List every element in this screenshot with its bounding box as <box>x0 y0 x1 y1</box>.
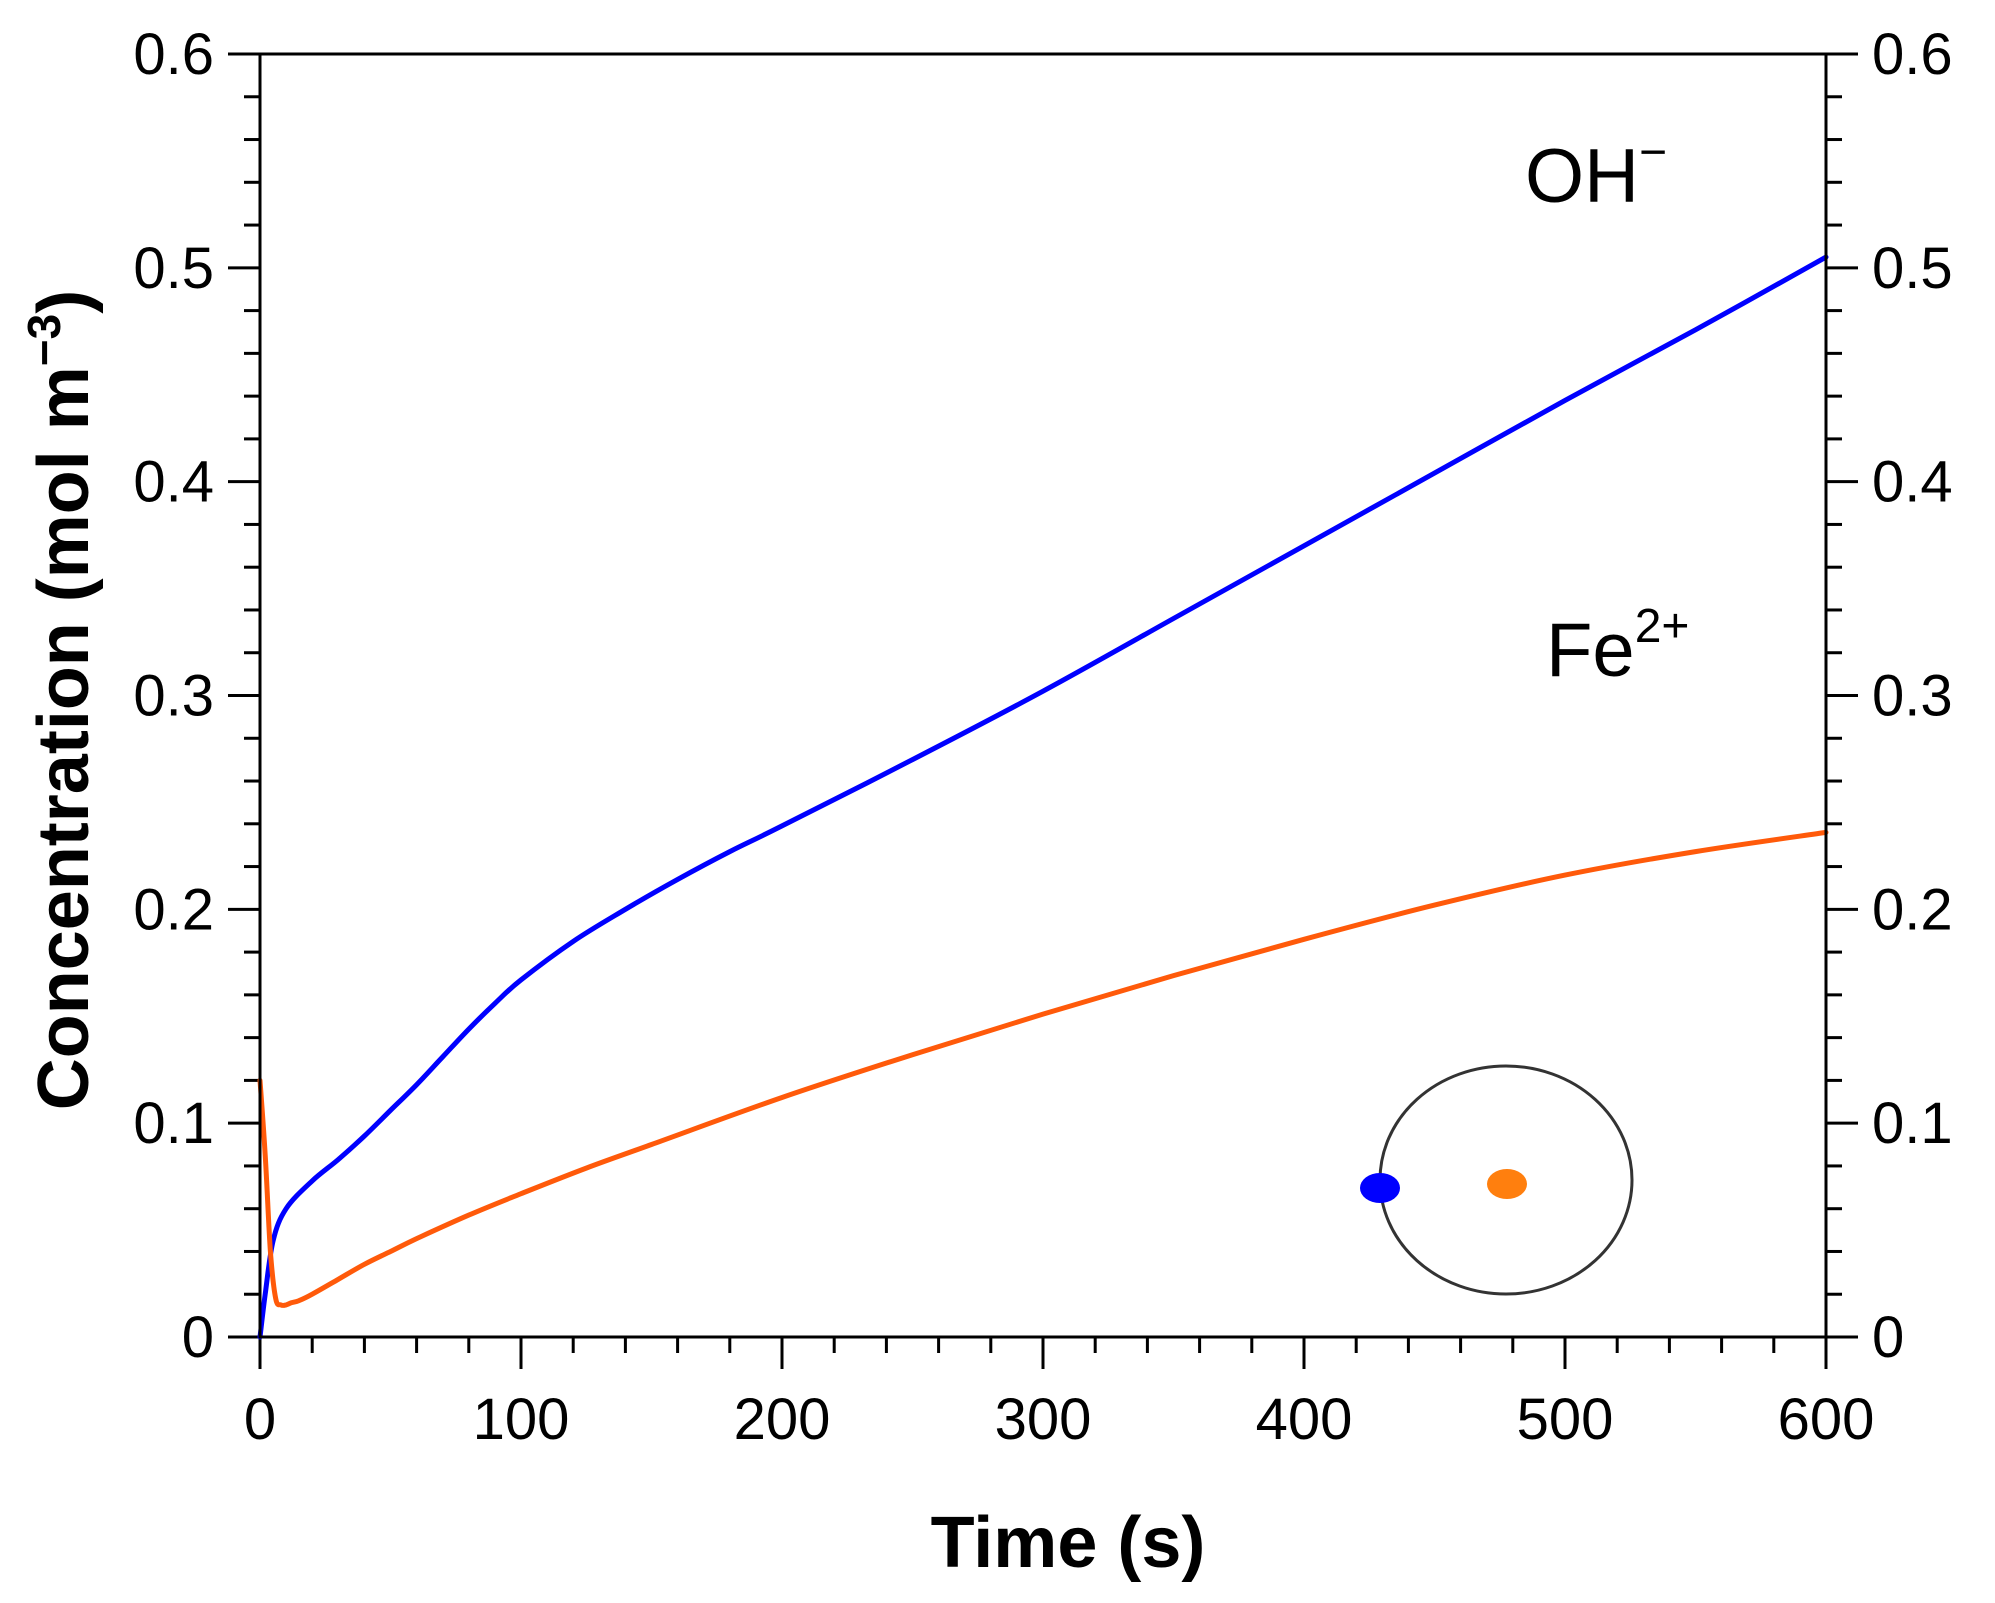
x-tick-label: 300 <box>995 1387 1092 1452</box>
y-tick-label-left: 0.3 <box>133 664 214 729</box>
y-axis-title: Concentration (mol m−3) <box>18 290 104 1110</box>
series-label-fe-base: Fe <box>1546 608 1635 693</box>
x-tick-label: 0 <box>244 1387 276 1452</box>
inset-diagram <box>1360 1064 1634 1296</box>
x-tick-label: 200 <box>734 1387 831 1452</box>
series-line-oh <box>257 254 1829 1340</box>
y-axis-title-exp: −3 <box>18 314 70 366</box>
y-tick-label-right: 0 <box>1872 1305 1904 1370</box>
series-lines <box>257 254 1829 1340</box>
x-tick-label: 600 <box>1778 1387 1875 1452</box>
y-tick-label-right: 0.5 <box>1872 236 1953 301</box>
inset-point-edge <box>1360 1173 1400 1203</box>
series-label-oh-base: OH <box>1525 134 1639 219</box>
series-label-oh-sup: − <box>1639 126 1667 179</box>
y-tick-label-left: 0 <box>182 1305 214 1370</box>
x-tick-label: 500 <box>1517 1387 1614 1452</box>
y-tick-label-left: 0.6 <box>133 22 214 87</box>
series-label-fe: Fe2+ <box>1546 600 1689 693</box>
y-tick-label-right: 0.4 <box>1872 450 1953 515</box>
series-label-oh: OH− <box>1525 126 1667 219</box>
y-tick-label-left: 0.2 <box>133 877 214 942</box>
inset-point-center <box>1487 1169 1527 1199</box>
plot-frame <box>258 52 1828 1339</box>
y-tick-label-left: 0.1 <box>133 1091 214 1156</box>
x-tick-label: 100 <box>473 1387 570 1452</box>
y-tick-label-left: 0.5 <box>133 236 214 301</box>
y-tick-label-right: 0.3 <box>1872 664 1953 729</box>
minor-ticks <box>244 95 1842 1353</box>
x-tick-label: 400 <box>1256 1387 1353 1452</box>
y-tick-label-left: 0.4 <box>133 450 214 515</box>
y-tick-label-right: 0.2 <box>1872 877 1953 942</box>
y-tick-label-right: 0.1 <box>1872 1091 1953 1156</box>
series-label-fe-sup: 2+ <box>1635 600 1690 653</box>
major-ticks <box>228 52 1858 1369</box>
series-line-fe <box>257 829 1829 1308</box>
x-axis-title: Time (s) <box>931 1503 1206 1583</box>
y-axis-title-base: Concentration (mol m <box>24 366 104 1110</box>
y-axis-title-close: ) <box>24 290 104 314</box>
y-tick-label-right: 0.6 <box>1872 22 1953 87</box>
